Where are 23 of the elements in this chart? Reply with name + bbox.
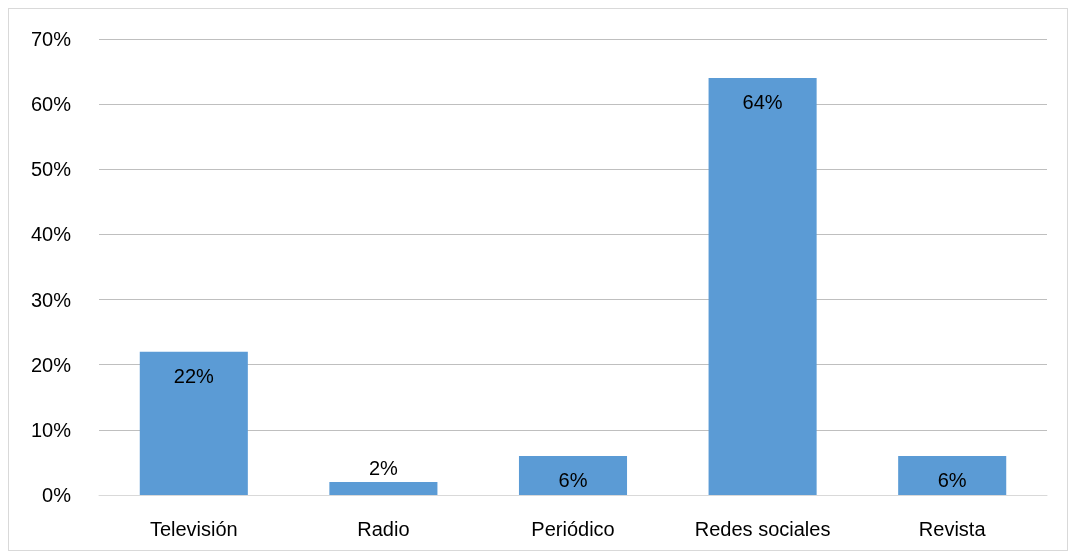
- x-tick-label: Radio: [357, 518, 410, 540]
- y-tick-label: 60%: [30, 93, 72, 116]
- bar: [518, 455, 628, 495]
- y-tick-label: 40%: [30, 223, 72, 246]
- x-tick-label: Redes sociales: [694, 518, 831, 540]
- data-label: 64%: [742, 91, 783, 114]
- x-tick-label: Periódico: [531, 518, 615, 540]
- bar: [329, 481, 438, 495]
- y-tick-label: 10%: [30, 418, 72, 441]
- bar: [898, 455, 1007, 495]
- y-tick-label: 20%: [30, 353, 72, 376]
- bar: [139, 351, 248, 495]
- y-tick-label: 30%: [30, 288, 72, 311]
- data-label: 22%: [173, 364, 215, 387]
- data-label: 6%: [558, 468, 588, 491]
- x-tick-label: Televisión: [149, 518, 238, 540]
- data-label: 2%: [368, 456, 399, 479]
- data-label: 6%: [937, 468, 967, 491]
- y-tick-label: 0%: [42, 484, 72, 506]
- x-tick-label: Revista: [918, 518, 987, 540]
- y-tick-label: 70%: [30, 28, 72, 50]
- y-tick-label: 50%: [30, 158, 72, 181]
- bar: [708, 78, 817, 495]
